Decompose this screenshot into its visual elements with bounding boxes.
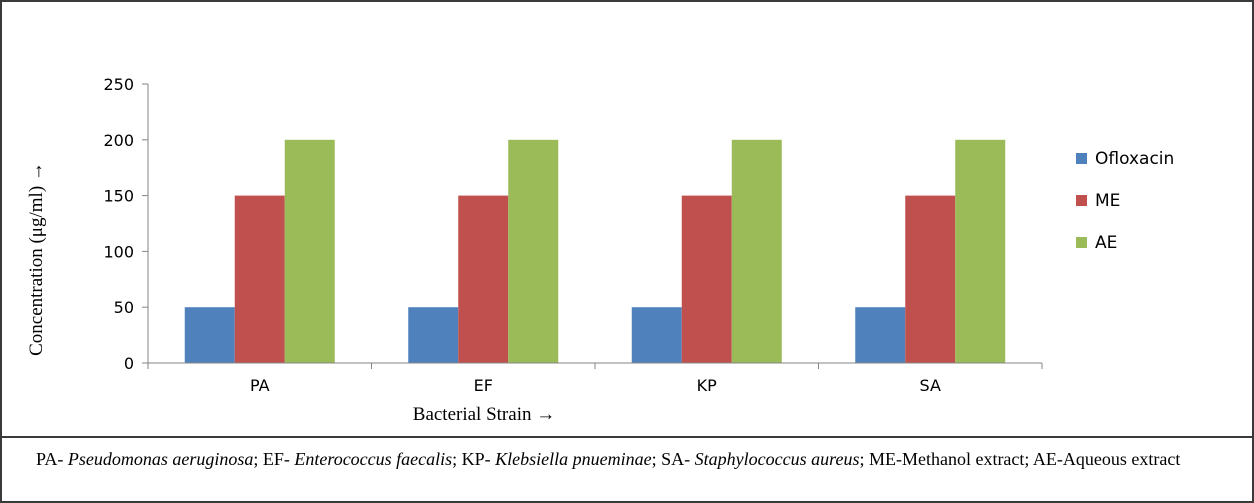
bar-me-kp: [681, 195, 732, 363]
bar-ae-ef: [508, 139, 559, 363]
bar-ofloxacin-ef: [408, 307, 459, 363]
y-tick-label: 200: [103, 131, 134, 150]
legend: Ofloxacin ME AE: [1076, 149, 1174, 253]
caption-pa-abbr: PA-: [36, 449, 68, 469]
y-axis-title: Concentration (μg/ml) →: [26, 162, 47, 356]
caption-pa-name: Pseudomonas aeruginosa: [67, 449, 254, 469]
caption-kp-name: Klebsiella pnueminae: [495, 449, 652, 469]
bar-me-ef: [458, 195, 509, 363]
figure-caption: PA- Pseudomonas aeruginosa; EF- Enteroco…: [36, 447, 1226, 472]
legend-label: ME: [1095, 191, 1120, 211]
caption-ef-name: Enterococcus faecalis: [294, 449, 453, 469]
x-tick-label: PA: [250, 376, 270, 395]
x-axis-ticks: PA EF KP SA: [147, 363, 1043, 395]
x-tick-label: SA: [920, 376, 941, 395]
legend-swatch: [1076, 153, 1087, 164]
caption-ef-abbr: ; EF-: [253, 449, 295, 469]
bar-chart: 0 50 100 150 200 250 PA EF KP SA Bacterial Strai…: [26, 75, 1174, 425]
legend-label: AE: [1095, 233, 1117, 253]
caption-kp-abbr: ; KP-: [452, 449, 496, 469]
bar-ofloxacin-kp: [631, 307, 682, 363]
bar-me-sa: [905, 195, 956, 363]
y-tick-label: 150: [103, 187, 134, 206]
caption-sa-abbr: ; SA-: [651, 449, 695, 469]
legend-swatch: [1076, 195, 1087, 206]
y-tick-label: 100: [103, 242, 134, 261]
x-tick-label: EF: [474, 376, 493, 395]
y-tick-label: 250: [103, 75, 134, 94]
caption-sa-name: Staphylococcus aureus: [694, 449, 860, 469]
y-axis-ticks: 0 50 100 150 200 250: [103, 75, 148, 373]
bar-ae-kp: [731, 139, 782, 363]
bar-ofloxacin-pa: [184, 307, 235, 363]
bar-ae-sa: [955, 139, 1006, 363]
bar-ae-pa: [284, 139, 335, 363]
y-tick-label: 0: [124, 354, 134, 373]
y-tick-label: 50: [114, 298, 134, 317]
legend-swatch: [1076, 237, 1087, 248]
x-tick-label: KP: [697, 376, 717, 395]
legend-label: Ofloxacin: [1095, 149, 1174, 169]
bar-series: [184, 139, 1006, 363]
caption-extracts: ; ME-Methanol extract; AE-Aqueous extrac…: [859, 449, 1181, 469]
x-axis-title: Bacterial Strain →: [413, 404, 555, 425]
bar-me-pa: [234, 195, 285, 363]
bar-ofloxacin-sa: [855, 307, 906, 363]
chart-panel: 0 50 100 150 200 250 PA EF KP SA Bacterial Strai…: [2, 2, 1252, 438]
